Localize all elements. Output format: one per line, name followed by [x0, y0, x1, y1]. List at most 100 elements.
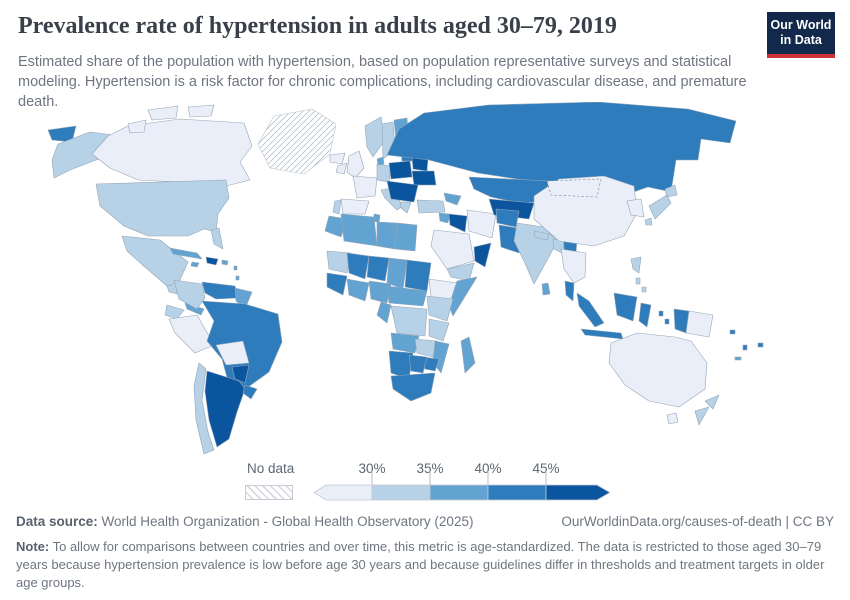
owid-logo[interactable]: Our World in Data	[767, 12, 835, 58]
region-canada[interactable]	[127, 119, 147, 134]
region-canada[interactable]	[147, 105, 179, 121]
region-canada[interactable]	[187, 104, 215, 118]
region-egypt[interactable]	[394, 222, 418, 252]
region-cameroon-car[interactable]	[386, 285, 428, 307]
region-botswana[interactable]	[408, 354, 428, 374]
region-mongolia[interactable]	[546, 178, 602, 198]
region-norway[interactable]	[364, 116, 386, 158]
region-senegal-guinea[interactable]	[326, 272, 348, 296]
chart-subtitle: Estimated share of the population with h…	[18, 54, 747, 110]
region-turkey[interactable]	[416, 199, 446, 214]
region-congo-gabon[interactable]	[376, 301, 392, 324]
region-japan[interactable]	[664, 184, 678, 198]
region-zambia[interactable]	[414, 338, 438, 358]
region-syria[interactable]	[438, 212, 451, 224]
note-text: To allow for comparisons between countri…	[16, 539, 825, 590]
region-angola[interactable]	[390, 332, 420, 354]
region-oman[interactable]	[473, 242, 492, 268]
legend-bucket-under30[interactable]	[313, 484, 373, 501]
region-madagascar[interactable]	[460, 336, 476, 374]
region-uganda-kenya[interactable]	[426, 295, 454, 322]
region-uruguay[interactable]	[242, 384, 258, 400]
region-solomon[interactable]	[729, 329, 736, 335]
region-jamaica[interactable]	[190, 261, 200, 268]
legend-tick-35: 35%	[416, 461, 444, 476]
region-mali[interactable]	[346, 252, 370, 280]
region-korea[interactable]	[626, 198, 645, 218]
region-drc[interactable]	[390, 305, 428, 337]
region-ecuador[interactable]	[164, 304, 185, 320]
region-nigeria[interactable]	[368, 280, 392, 304]
region-tanzania[interactable]	[428, 318, 450, 342]
region-peru[interactable]	[168, 314, 215, 354]
region-spain[interactable]	[340, 198, 370, 215]
region-cote-divoire-ghana[interactable]	[346, 278, 370, 302]
region-niger[interactable]	[366, 255, 390, 282]
region-argentina[interactable]	[204, 370, 246, 448]
region-venezuela[interactable]	[201, 281, 239, 300]
legend-bucket-35-40[interactable]	[429, 484, 489, 501]
region-cuba[interactable]	[169, 247, 203, 260]
region-tunisia[interactable]	[373, 213, 381, 224]
region-iceland[interactable]	[329, 152, 346, 165]
region-caucasus[interactable]	[443, 192, 462, 206]
region-colombia[interactable]	[173, 279, 206, 310]
region-greenland[interactable]	[257, 108, 337, 175]
legend-bucket-40-45[interactable]	[487, 484, 547, 501]
region-somalia[interactable]	[448, 276, 478, 317]
region-saudi-arabia[interactable]	[430, 229, 475, 270]
region-indonesia[interactable]	[638, 302, 652, 328]
region-poland[interactable]	[388, 160, 413, 180]
region-indonesia[interactable]	[658, 310, 670, 325]
region-papua-new-guinea[interactable]	[685, 310, 714, 338]
region-indonesia[interactable]	[613, 292, 638, 322]
region-chile[interactable]	[193, 362, 215, 455]
region-algeria[interactable]	[340, 213, 378, 247]
region-balkans[interactable]	[386, 180, 419, 203]
region-malaysia[interactable]	[564, 280, 575, 302]
region-germany[interactable]	[376, 163, 392, 183]
region-philippines[interactable]	[630, 256, 647, 293]
region-france[interactable]	[352, 175, 378, 199]
region-indonesia[interactable]	[576, 292, 605, 328]
region-libya[interactable]	[376, 221, 398, 250]
region-portugal[interactable]	[332, 199, 342, 215]
region-iran[interactable]	[466, 209, 497, 239]
region-uk[interactable]	[346, 150, 365, 179]
region-morocco[interactable]	[324, 215, 348, 238]
region-sudan[interactable]	[404, 259, 432, 292]
region-indochina[interactable]	[560, 248, 587, 284]
legend-no-data-swatch[interactable]	[245, 485, 293, 500]
region-iraq[interactable]	[448, 213, 468, 233]
region-usa[interactable]	[95, 179, 230, 237]
region-new-zealand[interactable]	[694, 394, 720, 426]
region-vanuatu[interactable]	[742, 344, 748, 351]
region-usa[interactable]	[210, 227, 224, 250]
region-afghanistan[interactable]	[495, 208, 520, 228]
region-mauritania[interactable]	[326, 250, 352, 274]
region-puerto-rico[interactable]	[221, 259, 229, 266]
region-new-caledonia[interactable]	[734, 356, 742, 361]
region-ireland[interactable]	[335, 162, 348, 175]
region-denmark[interactable]	[376, 156, 385, 166]
region-ukraine[interactable]	[411, 170, 437, 186]
region-indonesia[interactable]	[580, 328, 624, 340]
region-mexico[interactable]	[121, 235, 189, 287]
region-hispaniola[interactable]	[205, 256, 219, 266]
region-lesser-antilles[interactable]	[233, 265, 240, 281]
region-australia[interactable]	[666, 412, 679, 425]
attribution-link[interactable]: OurWorldinData.org/causes-of-death | CC …	[561, 514, 834, 529]
region-bolivia[interactable]	[215, 340, 250, 366]
region-japan[interactable]	[648, 194, 672, 220]
region-fiji[interactable]	[757, 342, 764, 348]
region-greece[interactable]	[399, 201, 412, 214]
region-australia[interactable]	[608, 332, 708, 408]
legend-bucket-over45[interactable]	[545, 484, 611, 501]
region-sri-lanka[interactable]	[541, 282, 551, 296]
region-nepal[interactable]	[533, 230, 550, 241]
region-paraguay[interactable]	[231, 364, 250, 384]
region-south-africa[interactable]	[390, 372, 436, 402]
region-japan[interactable]	[644, 217, 653, 226]
legend-bucket-30-35[interactable]	[371, 484, 431, 501]
region-canada[interactable]	[91, 118, 253, 187]
